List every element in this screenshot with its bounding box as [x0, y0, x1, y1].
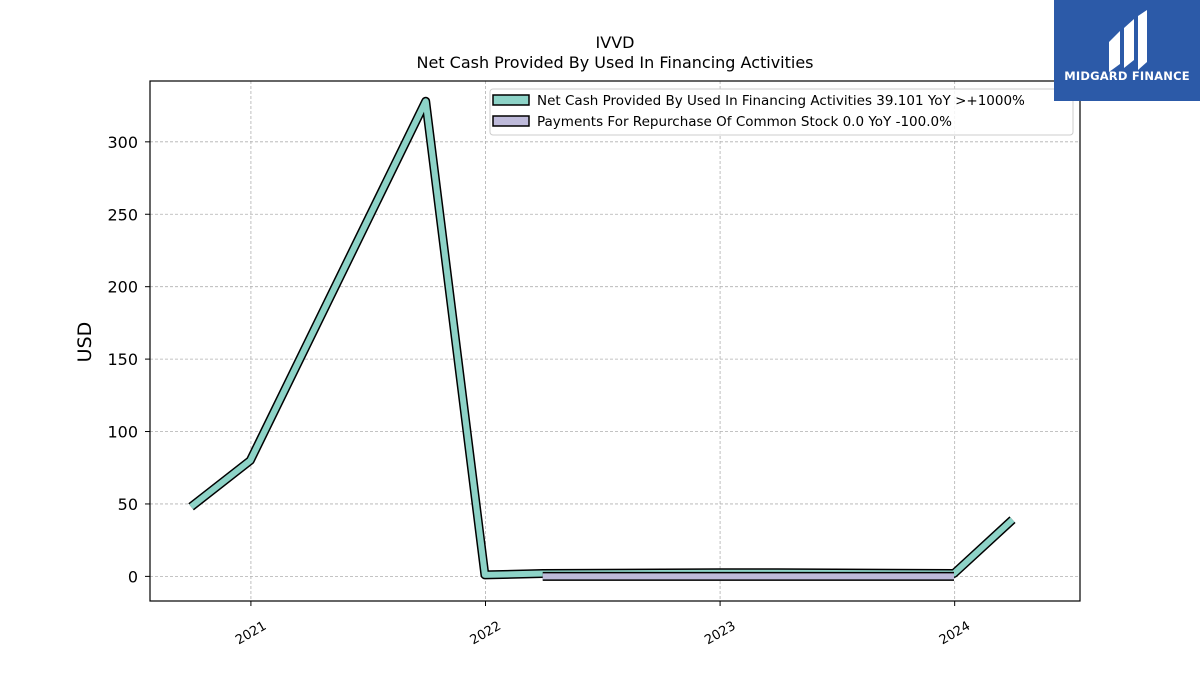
y-tick-label: 250 — [107, 205, 138, 224]
legend-label-repurchase: Payments For Repurchase Of Common Stock … — [537, 114, 952, 130]
legend: Net Cash Provided By Used In Financing A… — [489, 88, 1074, 136]
legend-frame — [489, 88, 1074, 136]
y-tick-label: 150 — [107, 350, 138, 369]
y-axis-label: USD — [74, 322, 96, 363]
x-tick-label: 2022 — [468, 619, 504, 649]
series-lines — [188, 96, 1016, 581]
y-tick-label: 0 — [128, 567, 138, 586]
chart-subtitle: Net Cash Provided By Used In Financing A… — [416, 53, 813, 72]
y-tick-label: 50 — [118, 495, 138, 514]
y-tick-label: 100 — [107, 423, 138, 442]
chart-title: IVVD — [596, 33, 635, 52]
legend-label-financing: Net Cash Provided By Used In Financing A… — [537, 93, 1025, 109]
y-tick-label: 300 — [107, 133, 138, 152]
x-tick-label: 2024 — [937, 619, 973, 649]
grid-lines — [150, 81, 1080, 601]
brand-logo: MIDGARD FINANCE — [1054, 0, 1200, 101]
x-tick-label: 2023 — [702, 619, 738, 649]
legend-swatch-financing — [492, 94, 530, 106]
y-tick-label: 200 — [107, 278, 138, 297]
brand-mark-icon — [1109, 10, 1147, 72]
x-tick-label: 2021 — [233, 619, 269, 649]
plot-frame — [149, 80, 1081, 602]
brand-name: MIDGARD FINANCE — [1064, 69, 1190, 83]
legend-swatch-repurchase — [492, 115, 530, 127]
